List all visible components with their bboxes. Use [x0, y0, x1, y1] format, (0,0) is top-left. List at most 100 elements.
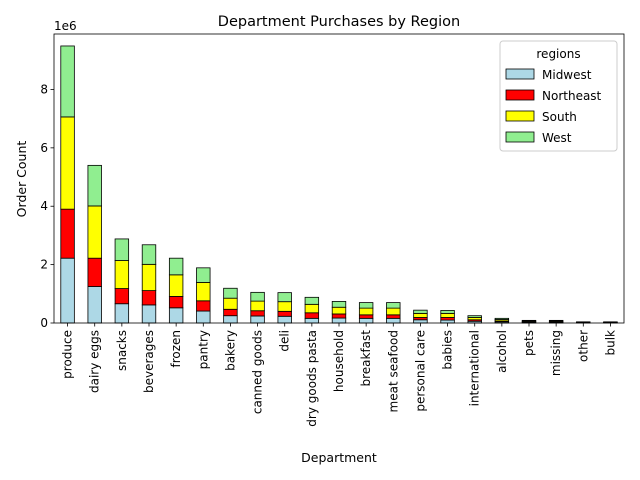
x-tick-label-18: missing	[549, 330, 563, 376]
bar-west-7	[250, 291, 265, 302]
bar-midwest-0	[60, 257, 75, 324]
bar-northeast-5	[196, 300, 211, 312]
x-tick-label-12: meat seafood	[386, 330, 400, 412]
bar-south-10	[331, 306, 347, 315]
x-tick-label-8: deli	[278, 330, 292, 352]
bar-midwest-2	[114, 303, 130, 324]
bar-west-2	[114, 238, 130, 261]
bar-midwest-1	[87, 286, 102, 324]
bar-midwest-3	[141, 304, 157, 324]
bar-midwest-9	[304, 317, 320, 324]
bar-west-12	[386, 302, 401, 309]
bar-northeast-6	[223, 308, 238, 317]
bar-west-15	[467, 315, 482, 318]
bar-south-5	[196, 282, 211, 302]
legend-swatch-west	[505, 131, 535, 143]
bar-midwest-4	[168, 307, 184, 324]
bar-west-3	[141, 244, 157, 265]
bar-northeast-0	[60, 208, 75, 259]
bar-west-18	[548, 319, 564, 322]
bar-west-14	[440, 310, 455, 314]
x-tick-label-19: other	[576, 330, 590, 362]
x-tick-label-3: beverages	[142, 330, 156, 393]
bar-midwest-6	[223, 315, 238, 324]
bar-west-11	[358, 302, 374, 309]
legend-title: regions	[536, 47, 580, 61]
bar-west-8	[277, 292, 292, 303]
bar-northeast-1	[87, 257, 102, 287]
x-tick-label-11: breakfast	[359, 330, 373, 387]
legend-label-west: West	[542, 131, 572, 145]
x-tick-label-6: bakery	[223, 330, 237, 371]
x-tick-label-14: babies	[441, 330, 455, 370]
x-tick-label-7: canned goods	[251, 330, 265, 414]
y-offset-label: 1e6	[54, 19, 77, 33]
legend-box	[499, 40, 618, 152]
bar-south-12	[386, 307, 401, 316]
bar-midwest-7	[250, 315, 265, 324]
x-tick-label-13: personal care	[413, 330, 427, 412]
bar-south-3	[141, 263, 157, 291]
y-tick-label-0: 0	[40, 316, 48, 330]
bar-west-17	[521, 319, 537, 322]
bar-northeast-7	[250, 310, 265, 317]
x-tick-label-16: alcohol	[495, 330, 509, 373]
bar-northeast-11	[358, 314, 374, 319]
bars-group	[60, 45, 618, 324]
bar-northeast-8	[277, 310, 292, 317]
y-tick-label-6: 6	[40, 141, 48, 155]
bar-northeast-10	[331, 313, 347, 319]
bar-northeast-9	[304, 312, 320, 319]
bar-west-1	[87, 164, 102, 207]
bar-northeast-2	[114, 288, 130, 305]
y-axis-label: Order Count	[14, 141, 29, 218]
bar-south-7	[250, 300, 265, 312]
x-tick-label-0: produce	[61, 330, 75, 379]
bar-west-6	[223, 287, 238, 299]
x-tick-label-5: pantry	[196, 330, 210, 369]
x-tick-label-15: international	[468, 330, 482, 406]
bar-south-14	[440, 312, 455, 318]
x-tick-label-4: frozen	[169, 330, 183, 368]
x-tick-label-17: pets	[522, 330, 536, 356]
x-axis-label: Department	[301, 450, 377, 465]
bar-south-9	[304, 303, 320, 314]
x-tick-label-20: bulk	[603, 330, 617, 356]
bar-northeast-4	[168, 296, 184, 309]
legend-label-northeast: Northeast	[542, 89, 602, 103]
bar-west-4	[168, 257, 184, 276]
bar-south-0	[60, 116, 75, 210]
bar-south-6	[223, 297, 238, 310]
bar-west-9	[304, 296, 320, 305]
bar-northeast-3	[141, 290, 157, 306]
bar-midwest-14	[440, 319, 455, 324]
legend-label-midwest: Midwest	[542, 68, 592, 82]
legend: regions Midwest Northeast South West	[499, 40, 618, 152]
bar-west-5	[196, 267, 211, 283]
x-tick-label-9: dry goods pasta	[305, 330, 319, 427]
bar-midwest-10	[331, 317, 347, 324]
bar-midwest-13	[413, 319, 428, 324]
y-tick-label-2: 2	[40, 258, 48, 272]
bar-west-10	[331, 300, 347, 308]
bar-midwest-8	[277, 315, 292, 324]
bar-midwest-11	[358, 317, 374, 324]
bar-south-1	[87, 205, 102, 259]
bar-west-0	[60, 45, 75, 118]
x-tick-label-1: dairy eggs	[88, 330, 102, 393]
bar-west-13	[413, 309, 428, 314]
bar-south-2	[114, 260, 130, 289]
x-tick-label-2: snacks	[115, 330, 129, 371]
bar-south-11	[358, 307, 374, 316]
chart-title: Department Purchases by Region	[218, 14, 460, 30]
bar-midwest-5	[196, 310, 211, 324]
legend-swatch-northeast	[505, 89, 535, 101]
bar-midwest-12	[386, 317, 401, 324]
legend-swatch-midwest	[505, 68, 535, 80]
bar-south-4	[168, 274, 184, 297]
bar-south-13	[413, 312, 428, 318]
bar-northeast-12	[386, 314, 401, 319]
axes-group: 0 2 4 6 8 produce dairy eggs snacks beverages fro…	[40, 33, 625, 427]
x-tick-label-10: household	[332, 330, 346, 392]
